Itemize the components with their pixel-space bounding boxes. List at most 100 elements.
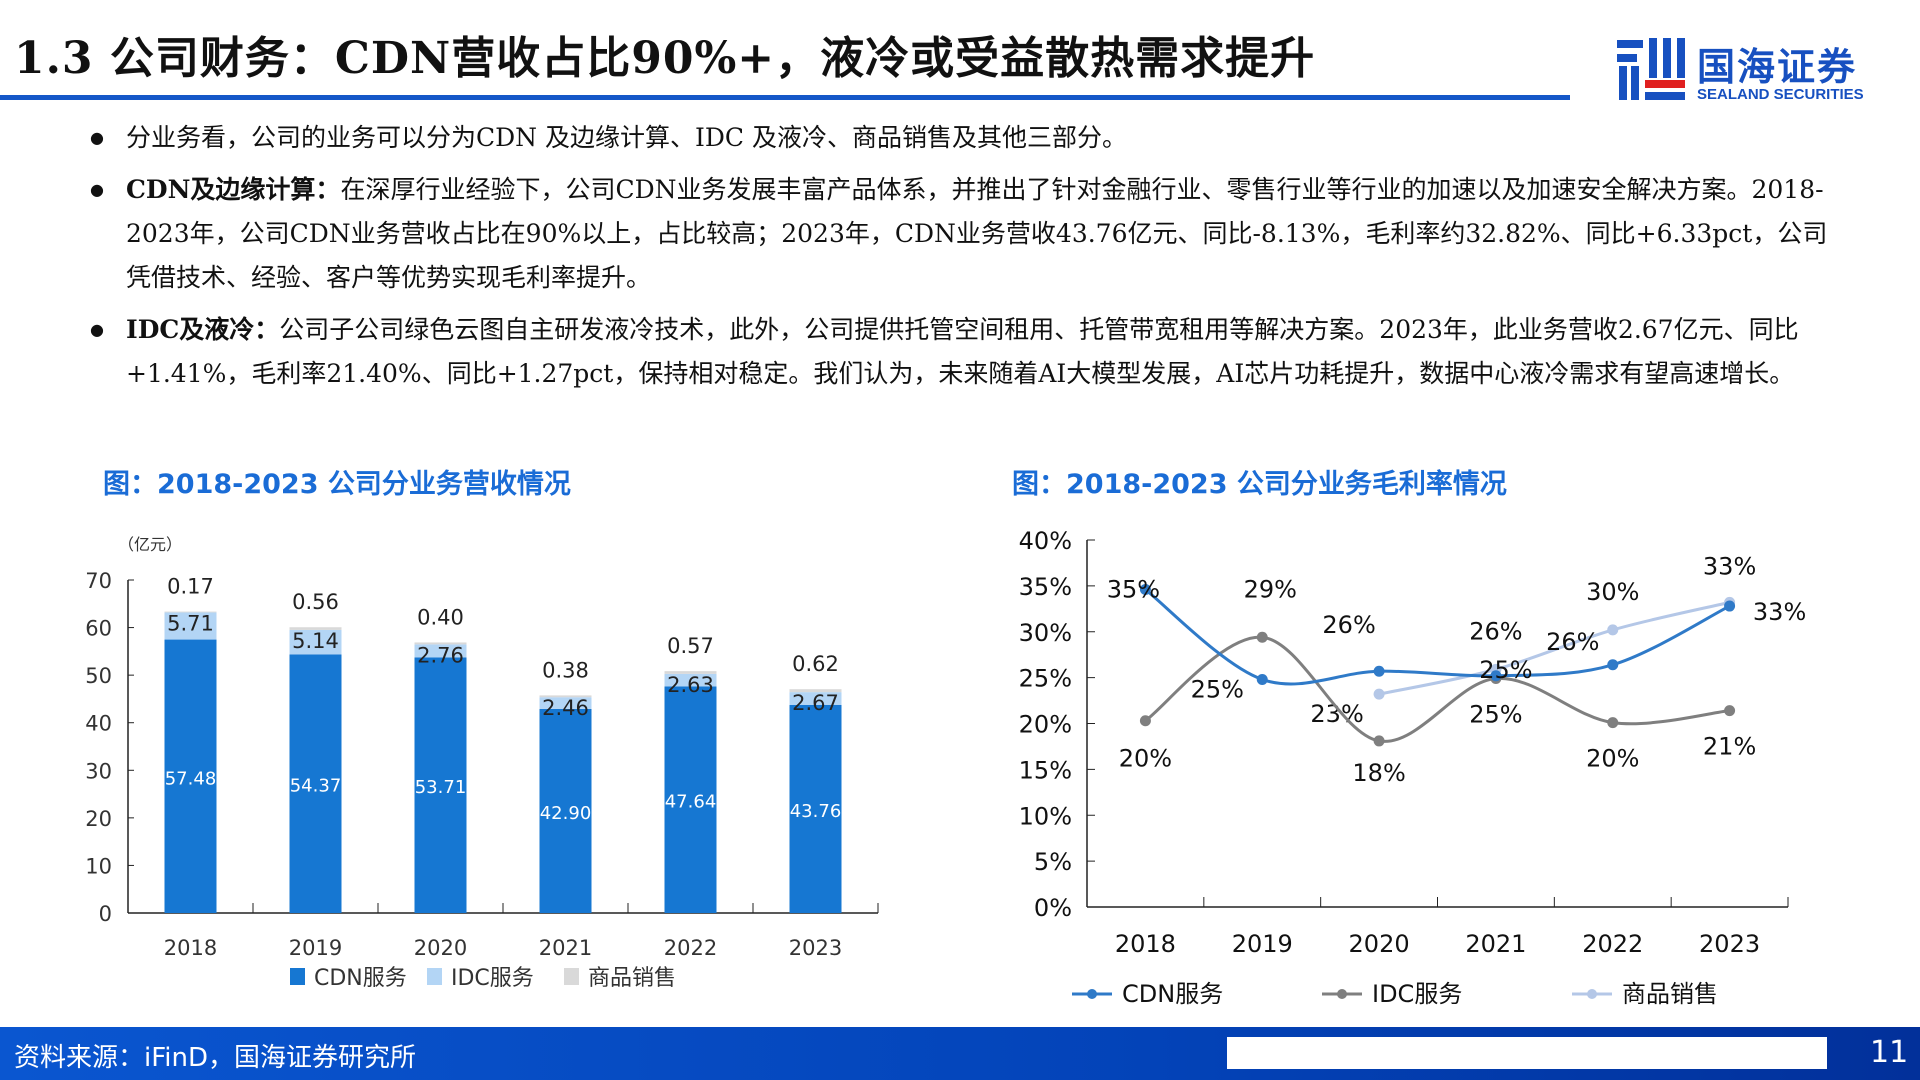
bar-商品销售: [164, 611, 217, 613]
y-tick-label: 70: [85, 569, 112, 593]
y-tick-label: 10%: [1019, 802, 1072, 830]
page-title: 1.3 公司财务：CDN营收占比90%+，液冷或受益散热需求提升: [14, 33, 1316, 84]
y-tick-label: 40%: [1019, 527, 1072, 555]
x-tick-label: 2020: [414, 936, 467, 960]
series-line-商品销售: [1378, 600, 1730, 696]
bar-IDC服务: [539, 697, 592, 709]
data-label: 5.14: [292, 629, 339, 653]
legend-label: CDN服务: [314, 966, 407, 991]
bar-商品销售: [664, 671, 717, 674]
y-tick-label: 25%: [1019, 665, 1072, 693]
data-label: 26%: [1322, 611, 1375, 639]
data-point: [1256, 673, 1268, 685]
data-label: 0.62: [792, 652, 839, 676]
bullet-item: CDN及边缘计算：在深厚行业经验下，公司CDN业务发展丰富产品体系，并推出了针对…: [90, 168, 1830, 300]
data-point: [1607, 624, 1619, 636]
data-point: [1373, 688, 1385, 700]
data-label: 42.90: [540, 803, 592, 824]
data-label: 47.64: [665, 792, 717, 813]
legend-label: CDN服务: [1122, 980, 1223, 1008]
y-tick-label: 50: [85, 664, 112, 688]
data-point: [1607, 717, 1619, 729]
data-label: 18%: [1352, 759, 1405, 787]
y-tick-label: 30%: [1019, 619, 1072, 647]
bar-IDC服务: [289, 629, 342, 655]
legend-swatch: [564, 968, 579, 985]
legend-label: 商品销售: [1622, 980, 1718, 1008]
bar-CDN服务: [414, 657, 467, 913]
bullet-item: IDC及液冷：公司子公司绿色云图自主研发液冷技术，此外，公司提供托管空间租用、托…: [90, 308, 1830, 396]
bullet-item: 分业务看，公司的业务可以分为CDN 及边缘计算、IDC 及液冷、商品销售及其他三…: [90, 116, 1830, 160]
bullet-list: 分业务看，公司的业务可以分为CDN 及边缘计算、IDC 及液冷、商品销售及其他三…: [90, 116, 1830, 404]
data-point: [1607, 659, 1619, 671]
y-tick-label: 60: [85, 617, 112, 641]
bar-CDN服务: [164, 639, 217, 913]
x-tick-label: 2019: [289, 936, 342, 960]
data-label: 21%: [1703, 733, 1756, 761]
data-point: [1139, 584, 1151, 596]
data-label: 29%: [1244, 575, 1297, 603]
data-label: 35%: [1107, 576, 1160, 604]
data-point: [1256, 631, 1268, 643]
revenue-bar-chart: （亿元） 0 10 20 30 40 50 60 70 57.48 5.71 0.17 2018 54.3…: [85, 535, 879, 991]
logo-chinese: 国海证券: [1697, 45, 1858, 89]
bar-商品销售: [539, 695, 592, 698]
logo-english: SEALAND SECURITIES: [1697, 86, 1864, 103]
data-label: 33%: [1703, 552, 1756, 580]
data-label: 54.37: [290, 776, 342, 797]
bar-IDC服务: [664, 673, 717, 687]
x-tick-label: 2023: [1699, 930, 1760, 958]
y-tick-label: 15%: [1019, 756, 1072, 784]
legend-swatch: [427, 968, 442, 985]
sealand-logo-icon: [1617, 38, 1685, 100]
legend-label: 商品销售: [588, 966, 676, 991]
data-point: [1724, 600, 1736, 612]
x-tick-label: 2022: [664, 936, 717, 960]
x-tick-label: 2023: [789, 936, 842, 960]
bar-CDN服务: [539, 708, 592, 913]
data-label: 2.67: [792, 691, 839, 715]
title-divider: [0, 95, 1570, 100]
bar-CDN服务: [789, 704, 842, 913]
x-tick-label: 2019: [1232, 930, 1293, 958]
bar-商品销售: [289, 627, 342, 630]
data-label: 0.57: [667, 634, 714, 658]
data-label: 0.17: [167, 575, 214, 599]
bullet-text: 公司子公司绿色云图自主研发液冷技术，此外，公司提供托管空间租用、托管带宽租用等解…: [126, 315, 1799, 388]
margin-line-chart: 0% 5% 10% 15% 20% 25% 30% 35% 40% 2018 2019 2020 202…: [1019, 527, 1807, 1008]
x-tick-label: 2021: [1465, 930, 1526, 958]
legend-label: IDC服务: [1372, 980, 1462, 1008]
y-tick-label: 5%: [1034, 848, 1072, 876]
bar-商品销售: [414, 642, 467, 645]
company-logo: 国海证券 SEALAND SECURITIES: [1615, 36, 1885, 106]
bar-IDC服务: [789, 692, 842, 705]
data-point: [1490, 670, 1502, 682]
data-label: 2.76: [417, 643, 464, 667]
y-tick-label: 30: [85, 759, 112, 783]
data-label: 26%: [1546, 628, 1599, 656]
bar-IDC服务: [164, 612, 217, 640]
bullet-heading: CDN及边缘计算：: [126, 175, 341, 204]
data-label: 33%: [1753, 598, 1806, 626]
data-label: 57.48: [165, 768, 217, 789]
legend-swatch: [290, 968, 305, 985]
x-tick-label: 2020: [1349, 930, 1410, 958]
data-label: 25%: [1191, 675, 1244, 703]
y-tick-label: 35%: [1019, 573, 1072, 601]
bar-商品销售: [789, 689, 842, 693]
bullet-text: 在深厚行业经验下，公司CDN业务发展丰富产品体系，并推出了针对金融行业、零售行业…: [126, 175, 1828, 292]
data-label: 2.63: [667, 673, 714, 697]
data-label: 26%: [1469, 617, 1522, 645]
footer-bar: 资料来源：iFinD，国海证券研究所 11: [0, 1027, 1920, 1080]
data-label: 25%: [1479, 656, 1532, 684]
data-label: 53.71: [415, 777, 467, 798]
y-tick-label: 20: [85, 807, 112, 831]
data-label: 30%: [1586, 578, 1639, 606]
data-label: 23%: [1310, 700, 1363, 728]
bullet-text: 分业务看，公司的业务可以分为CDN 及边缘计算、IDC 及液冷、商品销售及其他三…: [126, 123, 1127, 152]
x-tick-label: 2018: [1115, 930, 1176, 958]
bar-CDN服务: [664, 686, 717, 913]
bar-IDC服务: [414, 644, 467, 658]
y-tick-label: 10: [85, 854, 112, 878]
data-label: 20%: [1119, 745, 1172, 773]
